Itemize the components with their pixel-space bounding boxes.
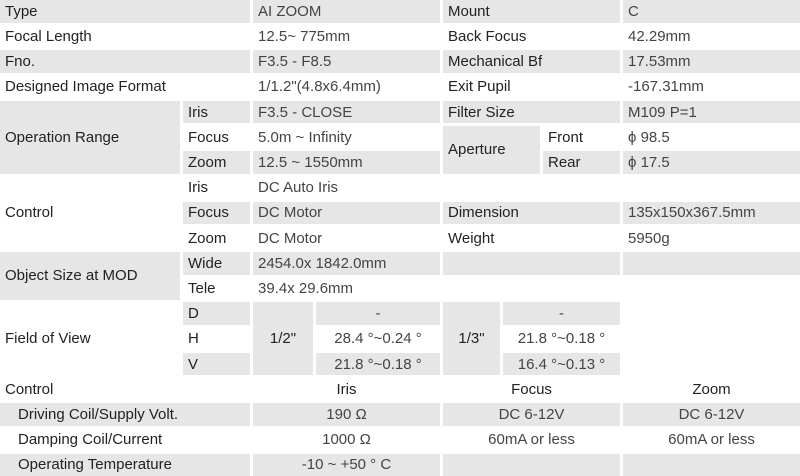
aperture-rear-label: Rear: [543, 151, 620, 174]
object-wide-label: Wide: [183, 252, 250, 275]
op-iris-label: Iris: [183, 100, 250, 124]
aperture-front-label: Front: [548, 128, 584, 146]
fov-third-d: -: [503, 302, 620, 326]
fov-h-label: H: [188, 330, 199, 348]
mechanical-bf-label: Mechanical Bf: [443, 50, 620, 74]
motor-iris-value: 190 Ω: [253, 403, 440, 426]
fov-half-d: -: [316, 302, 440, 326]
op-focus-label: Focus: [188, 128, 229, 146]
dimension-value: 135x150x367.5mm: [623, 201, 800, 225]
object-wide-value: 2454.0x 1842.0mm: [253, 252, 440, 275]
empty-cell: [443, 252, 620, 275]
fov-third-h: 21.8 °~0.18 °: [517, 330, 606, 348]
mechanical-bf-value: 17.53mm: [623, 50, 800, 74]
fov-v-label: V: [183, 352, 250, 376]
motor-focus-value: [443, 453, 620, 476]
mount-label: Mount: [443, 0, 620, 23]
control-label: Control: [5, 204, 54, 222]
motor-row-label: Damping Coil/Current: [18, 431, 163, 449]
back-focus-label: Back Focus: [448, 28, 527, 46]
control-focus-value: DC Motor: [253, 201, 440, 225]
type-label: Type: [0, 0, 250, 23]
object-size-label: Object Size at MOD: [0, 252, 180, 300]
motor-header-zoom: Zoom: [692, 380, 731, 398]
fov-third-v: 16.4 °~0.13 °: [503, 352, 620, 376]
control-zoom-value: DC Motor: [258, 229, 323, 247]
fov-d-label: D: [183, 302, 250, 326]
filter-size-label: Filter Size: [443, 100, 620, 124]
weight-label: Weight: [448, 229, 495, 247]
aperture-label: Aperture: [443, 126, 540, 174]
fov-format-third-inch: 1/3": [443, 302, 500, 376]
op-iris-value: F3.5 - CLOSE: [253, 100, 440, 124]
aperture-front-value: ϕ 98.5: [628, 128, 670, 146]
motor-row-label: Driving Coil/Supply Volt.: [0, 403, 250, 426]
motor-focus-value: DC 6-12V: [443, 403, 620, 426]
exit-pupil-value: -167.31mm: [628, 78, 704, 96]
motor-row-label: Operating Temperature: [0, 453, 250, 476]
fov-format-half-inch: 1/2": [253, 302, 313, 376]
op-zoom-label: Zoom: [183, 151, 250, 174]
operation-range-label: Operation Range: [0, 100, 180, 174]
image-format-label: Designed Image Format: [5, 78, 166, 96]
back-focus-value: 42.29mm: [628, 28, 691, 46]
op-focus-value: 5.0m ~ Infinity: [258, 128, 352, 146]
motor-header-iris: Iris: [336, 380, 357, 398]
motor-header-focus: Focus: [511, 380, 552, 398]
op-zoom-value: 12.5 ~ 1550mm: [253, 151, 440, 174]
fov-label: Field of View: [5, 330, 91, 348]
fov-half-v: 21.8 °~0.18 °: [316, 352, 440, 376]
focal-length-value: 12.5~ 775mm: [258, 28, 351, 46]
focal-length-label: Focal Length: [5, 28, 92, 46]
image-format-value: 1/1.2"(4.8x6.4mm): [258, 78, 381, 96]
fno-value: F3.5 - F8.5: [253, 50, 440, 74]
control-focus-label: Focus: [183, 201, 250, 225]
motor-iris-value: -10 ~ +50 ° C: [253, 453, 440, 476]
weight-value: 5950g: [628, 229, 670, 247]
object-tele-label: Tele: [188, 280, 216, 298]
control-iris-label: Iris: [188, 179, 208, 197]
motor-zoom-value: 60mA or less: [668, 431, 755, 449]
motor-header-label: Control: [5, 380, 54, 398]
motor-zoom-value: DC 6-12V: [623, 403, 800, 426]
aperture-rear-value: ϕ 17.5: [623, 151, 800, 174]
fno-label: Fno.: [0, 50, 250, 74]
object-tele-value: 39.4x 29.6mm: [258, 280, 354, 298]
empty-cell: [623, 252, 800, 275]
filter-size-value: M109 P=1: [623, 100, 800, 124]
control-iris-value: DC Auto Iris: [258, 179, 339, 197]
dimension-label: Dimension: [443, 201, 620, 225]
type-value: AI ZOOM: [253, 0, 440, 23]
mount-value: C: [623, 0, 800, 23]
motor-focus-value: 60mA or less: [488, 431, 575, 449]
motor-zoom-value: [623, 453, 800, 476]
exit-pupil-label: Exit Pupil: [448, 78, 511, 96]
control-zoom-label: Zoom: [188, 229, 227, 247]
fov-half-h: 28.4 °~0.24 °: [334, 330, 422, 348]
motor-iris-value: 1000 Ω: [322, 431, 371, 449]
